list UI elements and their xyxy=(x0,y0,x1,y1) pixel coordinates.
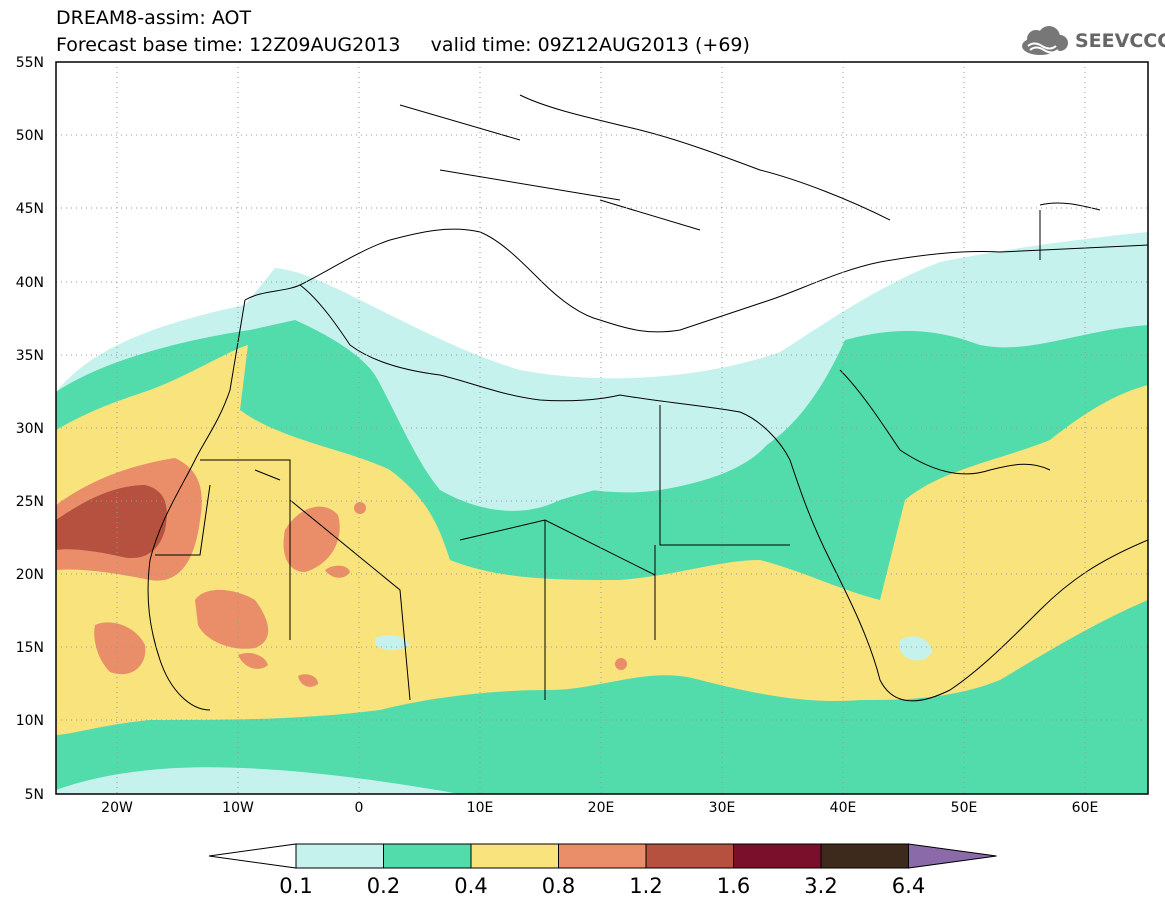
colorbar-max-arrow xyxy=(908,843,997,869)
colorbar-level-label: 0.8 xyxy=(542,874,575,898)
lon-tick-label: 40E xyxy=(830,800,857,816)
lon-tick-label: 0 xyxy=(355,800,364,816)
colorbar-segment xyxy=(295,843,384,869)
chart-title-line-1: DREAM8-assim: AOT xyxy=(56,7,252,29)
colorbar-segment xyxy=(383,843,472,869)
aot-band-0.4 xyxy=(56,345,1148,735)
lon-tick-label: 50E xyxy=(951,800,978,816)
colorbar-level-label: 0.1 xyxy=(279,874,312,898)
lat-tick-label: 30N xyxy=(16,421,44,437)
colorbar-segment xyxy=(470,843,559,869)
lon-tick-label: 10E xyxy=(467,800,494,816)
lat-tick-label: 25N xyxy=(16,494,44,510)
lat-tick-label: 40N xyxy=(16,275,44,291)
colorbar-segment xyxy=(558,843,647,869)
lat-tick-label: 35N xyxy=(16,348,44,364)
lat-tick-label: 45N xyxy=(16,201,44,217)
lon-tick-label: 60E xyxy=(1072,800,1099,816)
colorbar-level-label: 0.4 xyxy=(454,874,487,898)
logo-text: SEEVCCC xyxy=(1075,30,1165,52)
colorbar-min-arrow xyxy=(208,843,297,869)
lat-tick-label: 55N xyxy=(16,55,44,71)
colorbar-segment xyxy=(733,843,822,869)
cloud-logo-icon xyxy=(1022,26,1068,55)
colorbar-level-label: 3.2 xyxy=(804,874,837,898)
lon-tick-label: 20E xyxy=(588,800,615,816)
colorbar-level-label: 1.2 xyxy=(629,874,662,898)
colorbar-level-label: 0.2 xyxy=(367,874,400,898)
chart-title-line-2: Forecast base time: 12Z09AUG2013 valid t… xyxy=(56,34,750,56)
colorbar-level-label: 1.6 xyxy=(717,874,750,898)
lat-tick-label: 50N xyxy=(16,128,44,144)
colorbar-segment xyxy=(645,843,734,869)
colorbar-level-label: 6.4 xyxy=(892,874,925,898)
lat-tick-label: 20N xyxy=(16,567,44,583)
lon-tick-label: 10W xyxy=(222,800,254,816)
lon-tick-label: 30E xyxy=(709,800,736,816)
aot-band-1.2 xyxy=(56,485,167,559)
map-frame xyxy=(55,61,1149,795)
lat-tick-label: 10N xyxy=(16,713,44,729)
lat-tick-label: 15N xyxy=(16,640,44,656)
lat-tick-label: 5N xyxy=(25,787,44,803)
lon-tick-label: 20W xyxy=(101,800,133,816)
colorbar-segment xyxy=(820,843,909,869)
